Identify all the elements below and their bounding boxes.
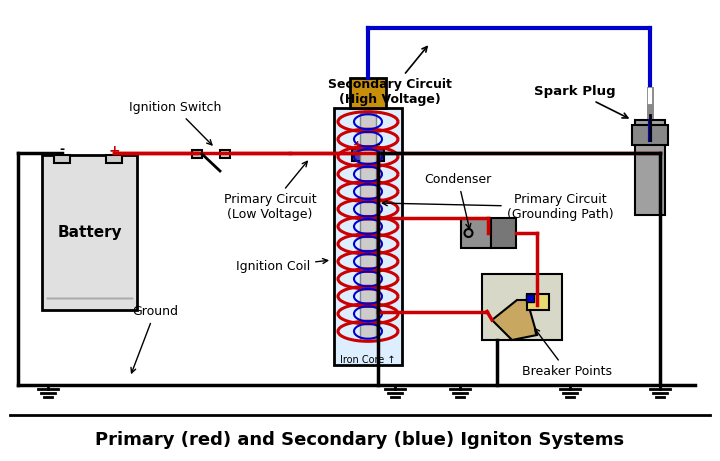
Text: Secondary Circuit
(High Voltage): Secondary Circuit (High Voltage)	[328, 47, 452, 106]
Text: Primary Circuit
(Grounding Path): Primary Circuit (Grounding Path)	[382, 193, 613, 221]
FancyBboxPatch shape	[334, 108, 402, 365]
Text: -: -	[376, 140, 380, 150]
FancyBboxPatch shape	[54, 155, 70, 163]
Text: Spark Plug: Spark Plug	[534, 85, 628, 118]
FancyBboxPatch shape	[350, 78, 386, 108]
FancyBboxPatch shape	[461, 218, 491, 248]
Text: Ignition Switch: Ignition Switch	[129, 101, 221, 145]
FancyBboxPatch shape	[482, 273, 562, 340]
FancyBboxPatch shape	[632, 125, 668, 145]
Text: +: +	[108, 144, 120, 158]
FancyBboxPatch shape	[527, 294, 549, 310]
Text: Breaker Points: Breaker Points	[522, 328, 612, 378]
Text: -: -	[60, 142, 65, 155]
Text: Ground: Ground	[131, 305, 178, 373]
FancyBboxPatch shape	[635, 120, 665, 215]
Text: Battery: Battery	[57, 225, 122, 240]
Text: +: +	[354, 140, 363, 150]
Text: Primary (red) and Secondary (blue) Igniton Systems: Primary (red) and Secondary (blue) Ignit…	[96, 431, 624, 449]
FancyBboxPatch shape	[42, 155, 137, 310]
FancyBboxPatch shape	[491, 218, 516, 248]
Polygon shape	[492, 300, 537, 340]
Text: Iron Core ↑: Iron Core ↑	[341, 355, 396, 365]
FancyBboxPatch shape	[192, 150, 202, 158]
FancyBboxPatch shape	[220, 150, 230, 158]
Text: Primary Circuit
(Low Voltage): Primary Circuit (Low Voltage)	[224, 161, 316, 221]
FancyBboxPatch shape	[360, 113, 376, 340]
Text: Condenser: Condenser	[424, 173, 492, 229]
FancyBboxPatch shape	[106, 155, 122, 163]
FancyBboxPatch shape	[372, 149, 384, 161]
Text: Ignition Coil: Ignition Coil	[236, 259, 328, 273]
FancyBboxPatch shape	[526, 294, 534, 302]
FancyBboxPatch shape	[352, 149, 364, 161]
